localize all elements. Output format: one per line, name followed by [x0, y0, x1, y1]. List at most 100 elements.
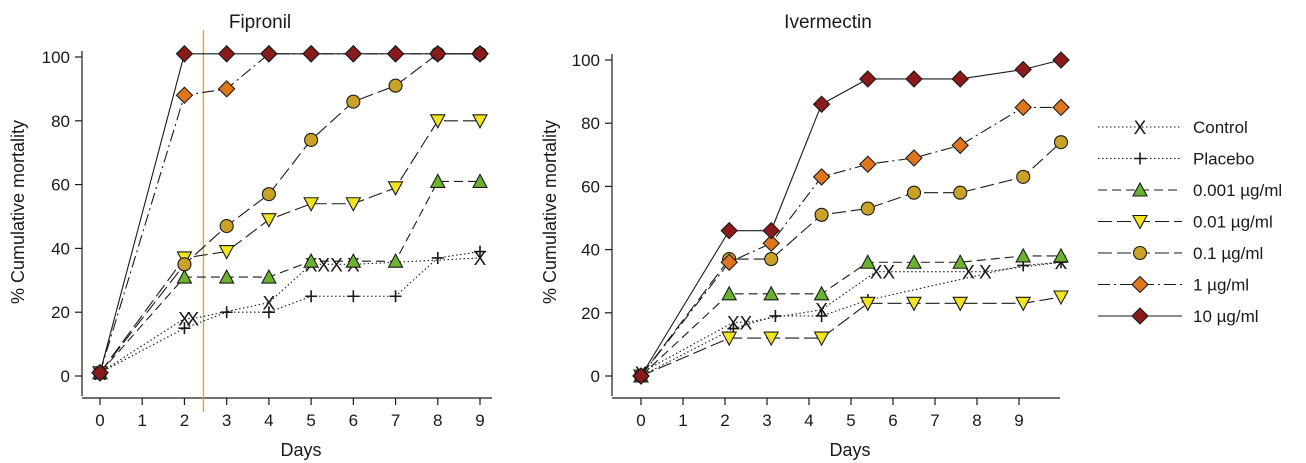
y-tick-label: 60 — [51, 176, 70, 195]
data-point-series-6 — [175, 45, 194, 63]
x-tick-label: 3 — [762, 411, 771, 430]
legend-label: 0.1 µg/ml — [1193, 244, 1263, 263]
data-point-series-6 — [386, 45, 405, 63]
data-point-series-6 — [217, 45, 236, 63]
series-line-5 — [640, 106, 1061, 377]
data-point-series-4 — [1016, 169, 1031, 184]
data-point-series-6 — [1014, 60, 1032, 79]
series-line-6 — [640, 59, 1062, 377]
legend-marker — [1134, 152, 1146, 165]
data-point-series-1 — [474, 245, 486, 258]
legend-marker — [1132, 214, 1148, 230]
data-point-series-4 — [304, 132, 319, 147]
data-point-series-0: X — [474, 249, 487, 270]
series-line-1 — [99, 251, 481, 374]
legend-marker — [1131, 307, 1149, 325]
data-point-series-2 — [387, 252, 404, 268]
x-tick-label: 7 — [391, 411, 400, 430]
data-point-series-6 — [859, 70, 877, 88]
y-tick-label: 20 — [581, 304, 600, 323]
legend-marker: X — [1134, 118, 1147, 139]
data-point-series-4 — [1053, 135, 1069, 150]
series-line-3 — [640, 296, 1062, 377]
data-point-series-3 — [721, 331, 738, 347]
data-point-series-2 — [176, 268, 193, 284]
legend-label: 0.001 µg/ml — [1193, 181, 1282, 200]
data-point-series-6 — [905, 70, 923, 88]
x-tick-label: 1 — [137, 411, 146, 430]
data-point-series-4 — [177, 257, 192, 272]
x-tick-label: 9 — [475, 411, 484, 430]
data-point-series-5 — [762, 234, 780, 253]
data-point-series-6 — [632, 367, 650, 385]
data-point-series-4 — [906, 185, 922, 200]
data-point-series-5 — [720, 253, 738, 272]
legend-label: Control — [1193, 118, 1248, 137]
data-point-series-3 — [1015, 296, 1032, 312]
data-point-series-5 — [905, 149, 923, 167]
series-line-3 — [99, 120, 480, 374]
data-point-series-4 — [388, 78, 403, 93]
legend-label: 0.01 µg/ml — [1193, 213, 1273, 232]
data-point-series-5 — [859, 155, 877, 174]
y-axis-label: % Cumulative mortality — [540, 120, 560, 304]
y-tick-label: 60 — [581, 177, 600, 196]
legend-marker — [1132, 245, 1148, 261]
chart-ivermectin: Ivermectin 0 20 40 60 80 100 0 1 2 3 4 5 6 7 8 9 Days % Cu… — [540, 12, 1070, 460]
data-point-series-2 — [952, 254, 969, 269]
legend: X Control Placebo 0.001 µg/ml 0.01 µg/ml 0.1 … — [1098, 118, 1282, 326]
x-tick-label: 6 — [888, 411, 897, 430]
data-point-series-2 — [260, 268, 277, 284]
data-point-series-5 — [1052, 98, 1070, 117]
data-point-series-2 — [1053, 247, 1069, 263]
data-point-series-6 — [428, 45, 447, 63]
legend-marker — [1132, 181, 1148, 197]
data-point-series-0: X — [330, 255, 343, 276]
series-line-4 — [640, 141, 1062, 377]
data-point-series-2 — [1015, 247, 1032, 263]
data-point-series-1 — [347, 290, 360, 303]
data-point-series-3 — [429, 114, 446, 129]
data-point-series-0: X — [317, 255, 330, 276]
data-point-series-1 — [431, 251, 444, 264]
data-point-series-2 — [472, 173, 488, 188]
data-point-series-3 — [387, 181, 404, 196]
data-point-series-3 — [345, 197, 362, 212]
data-point-series-3 — [303, 197, 320, 212]
data-point-series-5 — [812, 168, 831, 186]
data-point-series-4 — [261, 187, 276, 202]
series-line-5 — [99, 53, 480, 373]
series-line-0 — [640, 261, 1062, 374]
data-point-series-0: X — [882, 263, 895, 284]
data-point-series-6 — [1052, 51, 1070, 69]
data-point-series-6 — [951, 70, 969, 88]
chart-fipronil: Fipronil 0 20 40 60 80 100 0 1 2 3 4 5 6 7 8 9 Days % Cumu… — [8, 12, 492, 460]
data-point-series-1 — [389, 290, 402, 303]
data-point-series-3 — [859, 296, 876, 312]
data-point-series-5 — [175, 86, 194, 105]
data-point-series-2 — [721, 285, 738, 301]
data-point-series-4 — [346, 94, 361, 109]
data-point-series-3 — [472, 114, 488, 129]
y-axis-label: % Cumulative mortality — [8, 120, 28, 304]
y-tick-label: 100 — [572, 51, 600, 70]
data-point-series-4 — [953, 185, 968, 200]
legend-label: 10 µg/ml — [1193, 307, 1259, 326]
y-tick-label: 40 — [581, 241, 600, 260]
data-point-series-3 — [813, 331, 830, 347]
data-point-series-0: X — [740, 313, 753, 334]
data-point-series-6 — [91, 364, 109, 382]
data-point-series-5 — [951, 136, 969, 155]
x-tick-label: 3 — [222, 411, 231, 430]
data-point-series-6 — [720, 221, 738, 240]
data-point-series-4 — [860, 201, 875, 216]
data-point-series-3 — [1053, 290, 1069, 306]
data-point-series-2 — [345, 252, 362, 268]
series-line-1 — [640, 261, 1062, 377]
y-tick-label: 80 — [51, 112, 70, 131]
data-point-series-2 — [906, 254, 922, 269]
x-tick-label: 0 — [636, 411, 645, 430]
data-point-series-6 — [344, 45, 363, 63]
data-point-series-3 — [906, 296, 922, 312]
